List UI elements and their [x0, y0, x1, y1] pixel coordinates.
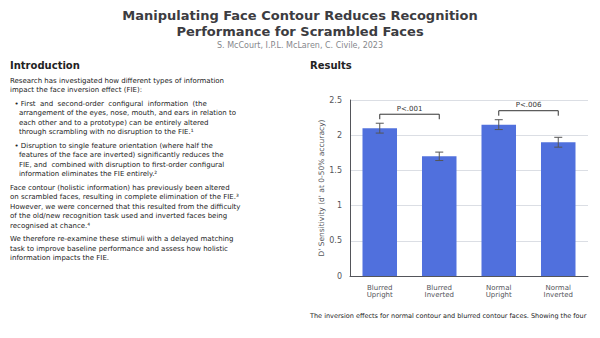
svg-text:recognised at chance.⁴: recognised at chance.⁴	[10, 222, 90, 230]
svg-text:Inverted: Inverted	[544, 291, 573, 299]
svg-text:of the old/new recognition tas: of the old/new recognition task used and…	[10, 212, 227, 220]
svg-text:P<.001: P<.001	[397, 105, 423, 113]
svg-text:impact the face inversion effe: impact the face inversion effect (FIE):	[10, 86, 142, 94]
svg-text:However, we were concerned tha: However, we were concerned that this res…	[10, 203, 241, 211]
svg-text:• First and second-order co: • First and second-order configural info…	[10, 100, 207, 108]
svg-text:Upright: Upright	[367, 291, 393, 299]
svg-text:The inversion effects for norm: The inversion effects for normal contour…	[309, 312, 587, 320]
svg-text:We therefore re-examine these: We therefore re-examine these stimuli wi…	[10, 235, 234, 243]
svg-text:task to improve baseline perfo: task to improve baseline performance and…	[10, 245, 228, 253]
svg-text:Results: Results	[310, 60, 352, 71]
svg-text:through scrambling with no dis: through scrambling with no disruption to…	[10, 128, 194, 136]
svg-text:arrangement of the eyes, nose,: arrangement of the eyes, nose, mouth, an…	[10, 109, 236, 117]
svg-text:D' Sensitivity (d' at 0-50% ac: D' Sensitivity (d' at 0-50% accuracy)	[317, 119, 326, 256]
svg-text:• Disruption to single feature: • Disruption to single feature orientati…	[10, 142, 213, 150]
svg-text:on scrambled faces, resulting: on scrambled faces, resulting in complet…	[10, 193, 239, 201]
svg-text:Manipulating Face Contour Redu: Manipulating Face Contour Reduces Recogn…	[122, 8, 477, 23]
svg-text:each other and to a prototype): each other and to a prototype) can be en…	[10, 119, 208, 127]
svg-text:Inverted: Inverted	[425, 291, 454, 299]
svg-text:features of the face are inver: features of the face are inverted) signi…	[10, 151, 223, 159]
svg-text:information impacts the FIE.: information impacts the FIE.	[10, 254, 109, 262]
svg-text:S. McCourt, I.P.L. McLaren, C.: S. McCourt, I.P.L. McLaren, C. Civile, 2…	[217, 41, 383, 50]
svg-text:0: 0	[337, 272, 342, 281]
svg-text:P<.006: P<.006	[516, 101, 542, 109]
svg-text:Blurred: Blurred	[426, 283, 452, 292]
svg-text:Upright: Upright	[486, 291, 512, 299]
svg-text:2.5: 2.5	[329, 96, 342, 105]
svg-text:Introduction: Introduction	[10, 60, 80, 71]
svg-text:1.5: 1.5	[329, 166, 342, 175]
svg-text:1: 1	[337, 201, 342, 210]
svg-text:information eliminates the FIE: information eliminates the FIE entirely.…	[10, 170, 157, 178]
svg-text:Normal: Normal	[545, 283, 571, 292]
svg-text:2: 2	[337, 131, 342, 140]
svg-text:Research has investigated how: Research has investigated how different …	[10, 77, 224, 85]
svg-text:FIE, and combined with disrup: FIE, and combined with disruption to fir…	[10, 161, 224, 169]
svg-text:Performance for Scrambled Face: Performance for Scrambled Faces	[176, 24, 424, 39]
svg-text:Face contour (holistic informa: Face contour (holistic information) has …	[10, 184, 230, 192]
svg-text:Blurred: Blurred	[367, 283, 393, 292]
svg-text:Normal: Normal	[486, 283, 512, 292]
svg-text:0.5: 0.5	[329, 236, 342, 245]
